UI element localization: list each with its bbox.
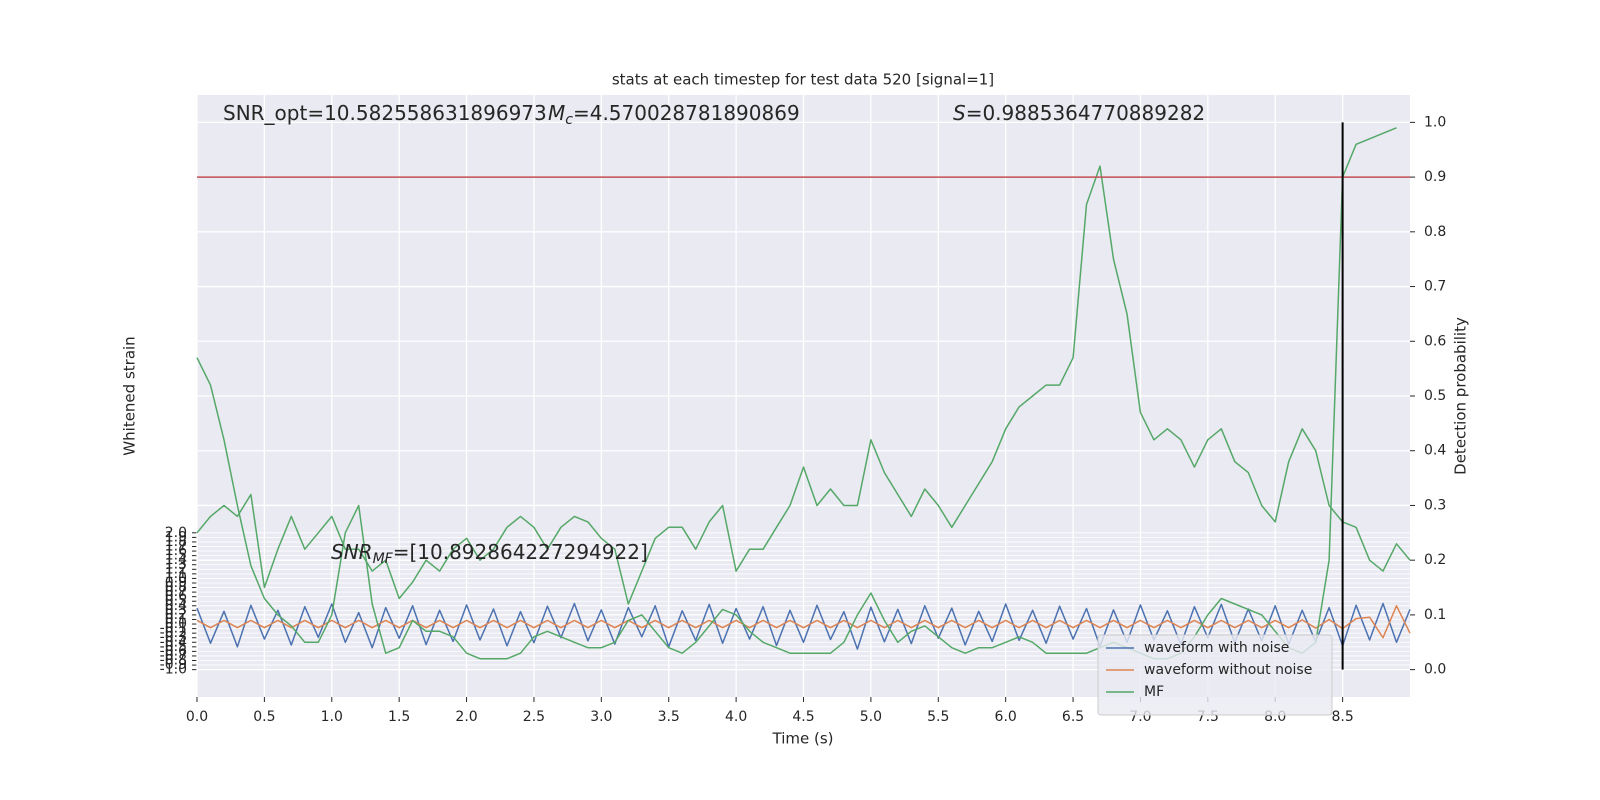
y-tick-label: 0.6 bbox=[165, 589, 187, 605]
y-tick-label: -0.8 bbox=[160, 653, 187, 669]
y2-tick-label: 0.3 bbox=[1424, 497, 1446, 513]
x-tick-label: 4.0 bbox=[725, 709, 747, 725]
annotation-part: M bbox=[548, 101, 565, 125]
y-tick-label: -0.3 bbox=[160, 630, 187, 646]
x-tick-label: 4.5 bbox=[792, 709, 814, 725]
y-tick-label: 1.4 bbox=[165, 552, 187, 568]
annotation-part: MF bbox=[373, 551, 394, 567]
x-tick-label: 6.5 bbox=[1062, 709, 1084, 725]
y-tick-label: 1.2 bbox=[165, 561, 187, 577]
annotation: Mc=4.570028781890869 bbox=[548, 101, 800, 129]
x-tick-label: 2.5 bbox=[523, 709, 545, 725]
y-tick-label: 0.8 bbox=[165, 580, 187, 596]
annotation-part: S bbox=[953, 101, 966, 125]
legend-box bbox=[1097, 634, 1333, 716]
x-tick-label: 5.0 bbox=[860, 709, 882, 725]
annotation-part: =0.9885364770889282 bbox=[966, 101, 1205, 125]
y2-tick-label: 0.6 bbox=[1424, 333, 1446, 349]
y-tick-label: 2.0 bbox=[165, 525, 187, 541]
y-tick-label: 1.7 bbox=[165, 539, 187, 555]
x-tick-label: 1.0 bbox=[321, 709, 343, 725]
y2-tick-label: 1.0 bbox=[1424, 114, 1446, 130]
y2-tick-label: 0.0 bbox=[1424, 662, 1446, 678]
y-tick-label: 0.5 bbox=[165, 593, 187, 609]
x-tick-label: 1.5 bbox=[388, 709, 410, 725]
series-line bbox=[196, 127, 1397, 660]
y-axis-label: Whitened strain bbox=[121, 336, 139, 455]
annotation-part: c bbox=[565, 112, 573, 128]
y2-tick-label: 0.1 bbox=[1424, 607, 1446, 623]
x-axis-label: Time (s) bbox=[772, 730, 834, 748]
annotation-part: =[10.892864227294922] bbox=[393, 540, 648, 564]
y-tick-label: -0.7 bbox=[160, 648, 187, 664]
y-tick-label: -0.6 bbox=[160, 643, 187, 659]
y-tick-label: 1.9 bbox=[165, 529, 187, 545]
y2-tick-label: 0.7 bbox=[1424, 279, 1446, 295]
y2-tick-label: 0.2 bbox=[1424, 552, 1446, 568]
y-tick-label: 0.7 bbox=[165, 584, 187, 600]
x-tick-label: 5.5 bbox=[927, 709, 949, 725]
y2-tick-label: 0.4 bbox=[1424, 443, 1446, 459]
y2-axis-label: Detection probability bbox=[1452, 317, 1470, 475]
legend-label: waveform with noise bbox=[1144, 640, 1289, 656]
y-tick-label: -0.5 bbox=[160, 639, 187, 655]
legend-label: MF bbox=[1144, 684, 1164, 700]
y-tick-label: 1.8 bbox=[165, 534, 187, 550]
y-tick-label: 0.4 bbox=[165, 598, 187, 614]
y-tick-label: -1.0 bbox=[160, 662, 187, 678]
series-line bbox=[196, 165, 1411, 605]
annotation: SNRMF=[10.892864227294922] bbox=[331, 540, 648, 568]
y-tick-label: 0.9 bbox=[165, 575, 187, 591]
series-line bbox=[196, 605, 1411, 639]
annotation: S=0.9885364770889282 bbox=[953, 101, 1205, 125]
annotation-part: SNR bbox=[331, 540, 373, 564]
y-tick-label: 0.2 bbox=[165, 607, 187, 623]
y-tick-label: -0.4 bbox=[160, 634, 187, 650]
y2-tick-label: 0.9 bbox=[1424, 169, 1446, 185]
y-tick-label: 0.3 bbox=[165, 602, 187, 618]
y-tick-label: -0.1 bbox=[160, 621, 187, 637]
chart-title: stats at each timestep for test data 520… bbox=[612, 71, 994, 89]
y2-tick-label: 0.5 bbox=[1424, 388, 1446, 404]
x-tick-label: 3.0 bbox=[590, 709, 612, 725]
y-tick-label: -0.2 bbox=[160, 625, 187, 641]
x-tick-label: 8.5 bbox=[1331, 709, 1353, 725]
y-tick-label: 0.1 bbox=[165, 611, 187, 627]
x-tick-label: 2.0 bbox=[455, 709, 477, 725]
x-tick-label: 0.5 bbox=[253, 709, 275, 725]
y2-tick-label: 0.8 bbox=[1424, 224, 1446, 240]
y-tick-label: 1.3 bbox=[165, 557, 187, 573]
x-tick-label: 3.5 bbox=[658, 709, 680, 725]
y-tick-label: 1.1 bbox=[165, 566, 187, 582]
y-tick-label: 1.0 bbox=[165, 570, 187, 586]
annotation-part: =4.570028781890869 bbox=[573, 101, 800, 125]
y-tick-label: 0.0 bbox=[165, 616, 187, 632]
y-tick-label: 1.5 bbox=[165, 548, 187, 564]
y-tick-label: -0.9 bbox=[160, 657, 187, 673]
x-tick-label: 0.0 bbox=[186, 709, 208, 725]
legend-label: waveform without noise bbox=[1144, 662, 1312, 678]
annotation: SNR_opt=10.582558631896973 bbox=[223, 101, 547, 125]
x-tick-label: 6.0 bbox=[995, 709, 1017, 725]
y-tick-label: 1.6 bbox=[165, 543, 187, 559]
annotation-part: SNR_opt=10.582558631896973 bbox=[223, 101, 547, 125]
